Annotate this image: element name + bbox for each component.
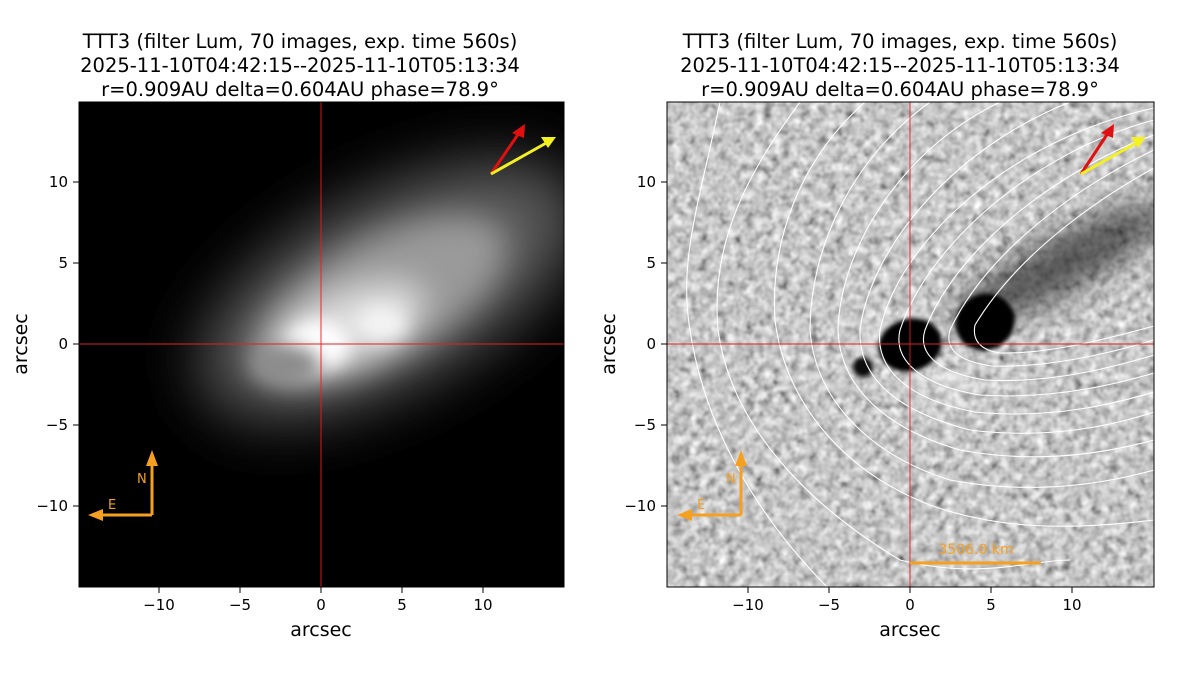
compass: N E xyxy=(677,450,747,521)
panel-title-line3: r=0.909AU delta=0.604AU phase=78.9° xyxy=(701,78,1099,101)
x-tick-label: 0 xyxy=(316,596,326,614)
x-tick-label: 10 xyxy=(473,596,492,614)
compass-east-label: E xyxy=(108,498,116,513)
comet-glow xyxy=(199,160,564,420)
x-tick-label: −10 xyxy=(732,596,764,614)
x-tick-label: 5 xyxy=(397,596,407,614)
y-tick-label: 10 xyxy=(637,173,656,191)
y-tick-label: 0 xyxy=(58,335,68,353)
isophote-contours xyxy=(686,102,1154,587)
y-tick-label: −5 xyxy=(46,416,68,434)
panel-title-line2: 2025-11-10T04:42:15--2025-11-10T05:13:34 xyxy=(680,54,1120,77)
left-plot: N E −10 −5 0 5 10 arcsec 10 5 0 −5 −10 a… xyxy=(10,101,565,641)
compass-north-label: N xyxy=(726,472,736,487)
right-plot: N E 3506.0 km −10 −5 0 5 10 arcsec 10 5 … xyxy=(600,101,1155,641)
x-tick-label: −10 xyxy=(143,596,175,614)
sun-direction-arrow xyxy=(1079,124,1114,175)
right-panel: TTT3 (filter Lum, 70 images, exp. time 5… xyxy=(600,0,1200,675)
x-axis-label: arcsec xyxy=(879,619,941,641)
compass: N E xyxy=(88,450,158,521)
sun-direction-arrow xyxy=(489,124,525,175)
scale-bar-label: 3506.0 km xyxy=(938,542,1013,558)
y-tick-label: −5 xyxy=(634,416,656,434)
y-axis-label: arcsec xyxy=(10,313,32,375)
left-panel: TTT3 (filter Lum, 70 images, exp. time 5… xyxy=(10,30,565,641)
enhanced-image xyxy=(667,102,1154,587)
y-axis-label: arcsec xyxy=(600,313,620,375)
x-tick-label: 5 xyxy=(986,596,996,614)
x-tick-label: −5 xyxy=(229,596,251,614)
velocity-arrow xyxy=(490,137,556,176)
x-axis-label: arcsec xyxy=(290,619,352,641)
compass-north-label: N xyxy=(137,472,147,487)
x-tick-label: −5 xyxy=(818,596,840,614)
x-axis xyxy=(158,587,484,593)
y-tick-label: 5 xyxy=(58,254,68,272)
y-tick-label: −10 xyxy=(624,497,656,515)
panel-title-line3: r=0.909AU delta=0.604AU phase=78.9° xyxy=(101,78,499,101)
x-axis xyxy=(747,587,1073,593)
y-axis xyxy=(661,181,667,507)
y-tick-label: 10 xyxy=(49,173,68,191)
panel-title-line1: TTT3 (filter Lum, 70 images, exp. time 5… xyxy=(682,30,1118,53)
y-axis xyxy=(73,181,79,507)
compass-east-label: E xyxy=(697,498,705,513)
x-tick-label: 10 xyxy=(1062,596,1081,614)
scale-bar: 3506.0 km xyxy=(910,542,1041,565)
panel-title-line1: TTT3 (filter Lum, 70 images, exp. time 5… xyxy=(82,30,518,53)
y-tick-label: 5 xyxy=(646,254,656,272)
panel-title-line2: 2025-11-10T04:42:15--2025-11-10T05:13:34 xyxy=(80,54,520,77)
x-tick-label: 0 xyxy=(905,596,915,614)
velocity-arrow xyxy=(1080,137,1146,176)
y-tick-label: 0 xyxy=(646,335,656,353)
y-tick-label: −10 xyxy=(36,497,68,515)
